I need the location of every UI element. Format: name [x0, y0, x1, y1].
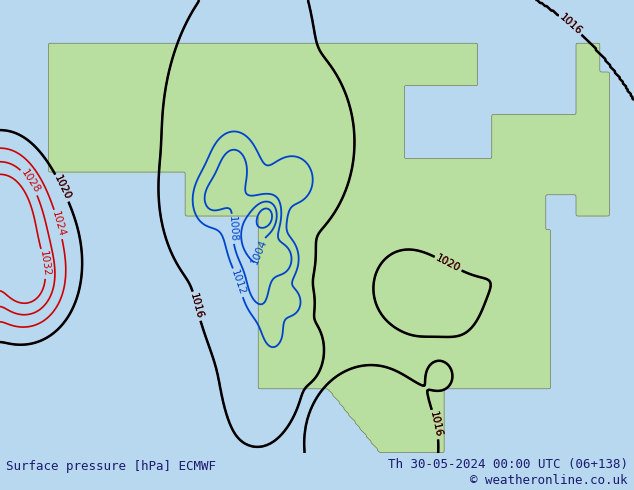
Text: 1020: 1020 [434, 253, 462, 274]
Text: 1020: 1020 [52, 174, 72, 202]
Text: 1016: 1016 [428, 411, 443, 439]
Text: Th 30-05-2024 00:00 UTC (06+138): Th 30-05-2024 00:00 UTC (06+138) [387, 458, 628, 471]
Text: 1016: 1016 [557, 12, 584, 37]
Text: Surface pressure [hPa] ECMWF: Surface pressure [hPa] ECMWF [6, 460, 216, 473]
Text: 1016: 1016 [557, 12, 584, 37]
Text: 1016: 1016 [188, 292, 205, 320]
Text: © weatheronline.co.uk: © weatheronline.co.uk [470, 474, 628, 488]
Text: 1016: 1016 [188, 292, 205, 320]
Text: 1016: 1016 [428, 411, 443, 439]
Text: 1024: 1024 [50, 210, 67, 239]
Text: 1004: 1004 [249, 238, 269, 266]
Text: 1020: 1020 [434, 253, 462, 274]
Text: 1020: 1020 [52, 174, 72, 202]
Text: 1012: 1012 [230, 269, 247, 297]
Text: 1028: 1028 [18, 168, 41, 196]
Text: 1008: 1008 [226, 216, 238, 243]
Text: 1032: 1032 [37, 250, 51, 277]
